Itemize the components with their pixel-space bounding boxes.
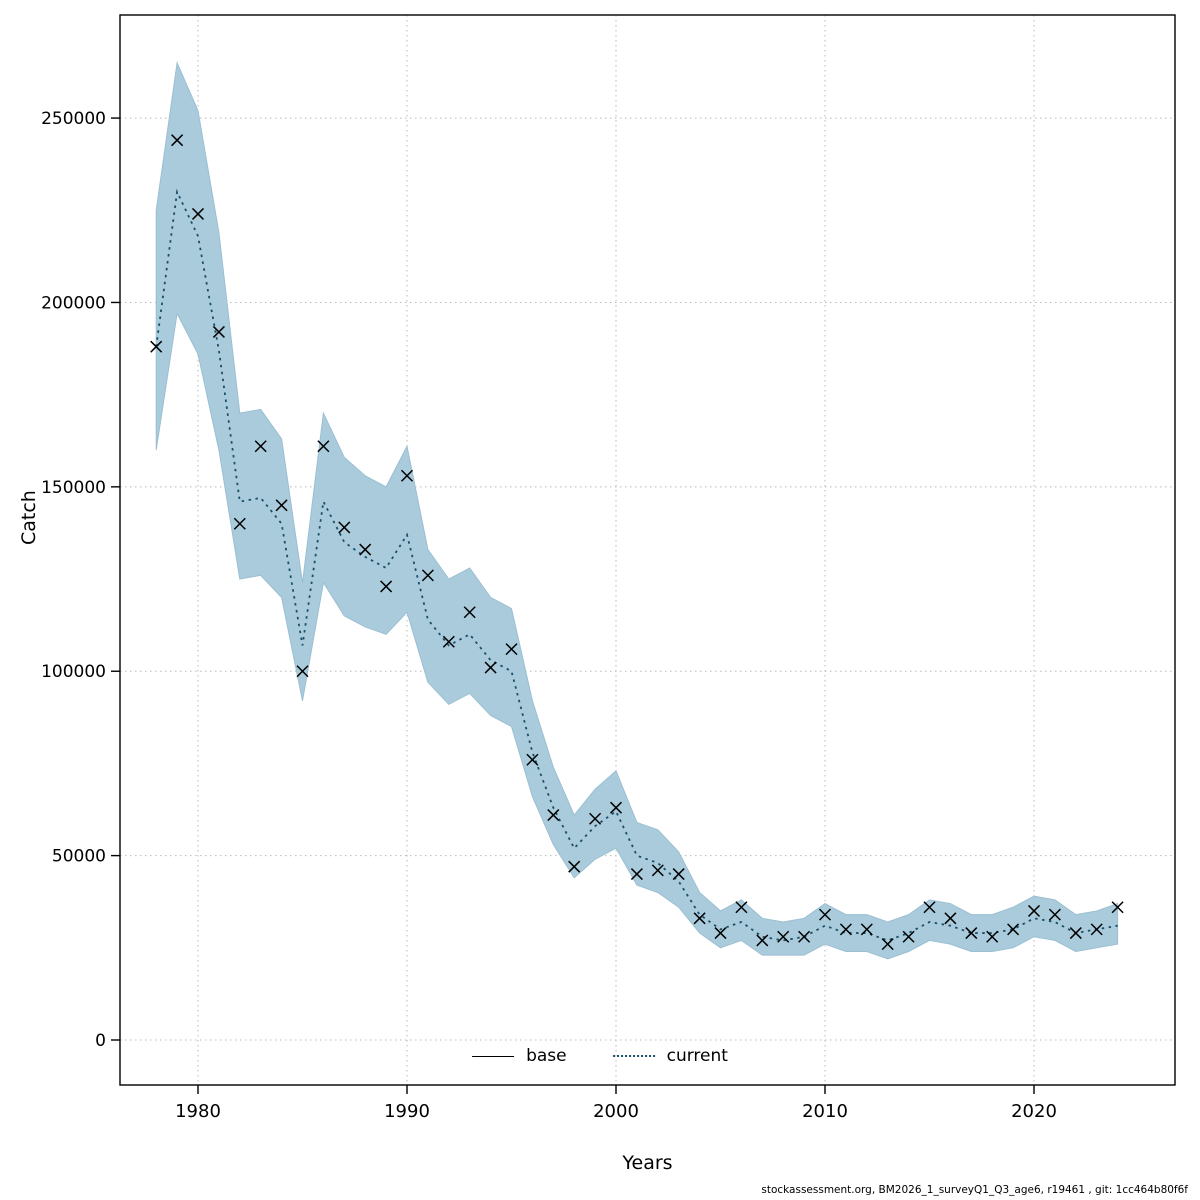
legend-item-current: current	[612, 1046, 728, 1066]
x-tick-label: 1990	[384, 1101, 430, 1122]
chart-legend: base current	[472, 1046, 728, 1066]
current-line-sample-icon	[612, 1055, 655, 1057]
legend-label-base: base	[526, 1046, 567, 1066]
x-tick-label: 2000	[593, 1101, 639, 1122]
y-tick-label: 200000	[41, 293, 106, 313]
current-series-line	[155, 188, 1118, 942]
legend-item-base: base	[472, 1046, 567, 1066]
plot-box	[119, 14, 1176, 1086]
base-line-sample-icon	[472, 1055, 515, 1057]
legend-label-current: current	[666, 1046, 728, 1066]
y-tick-label: 0	[95, 1031, 106, 1051]
y-axis-label: Catch	[18, 490, 40, 545]
axis-ticks-and-labels: 1980 1990 2000 2010 2020 0 50000 100000 150000 20…	[41, 109, 1057, 1122]
x-tick-label: 2020	[1011, 1101, 1057, 1122]
y-tick-label: 250000	[41, 109, 106, 129]
y-tick-label: 50000	[52, 847, 106, 867]
footer-attribution: stockassessment.org, BM2026_1_surveyQ1_Q…	[761, 1184, 1188, 1196]
y-tick-label: 150000	[41, 478, 106, 498]
x-axis-label: Years	[622, 1152, 673, 1174]
y-tick-label: 100000	[41, 662, 106, 682]
observed-catch-markers	[150, 134, 1124, 951]
x-tick-label: 2010	[802, 1101, 848, 1122]
confidence-ribbon	[155, 60, 1119, 960]
x-tick-label: 1980	[175, 1101, 221, 1122]
